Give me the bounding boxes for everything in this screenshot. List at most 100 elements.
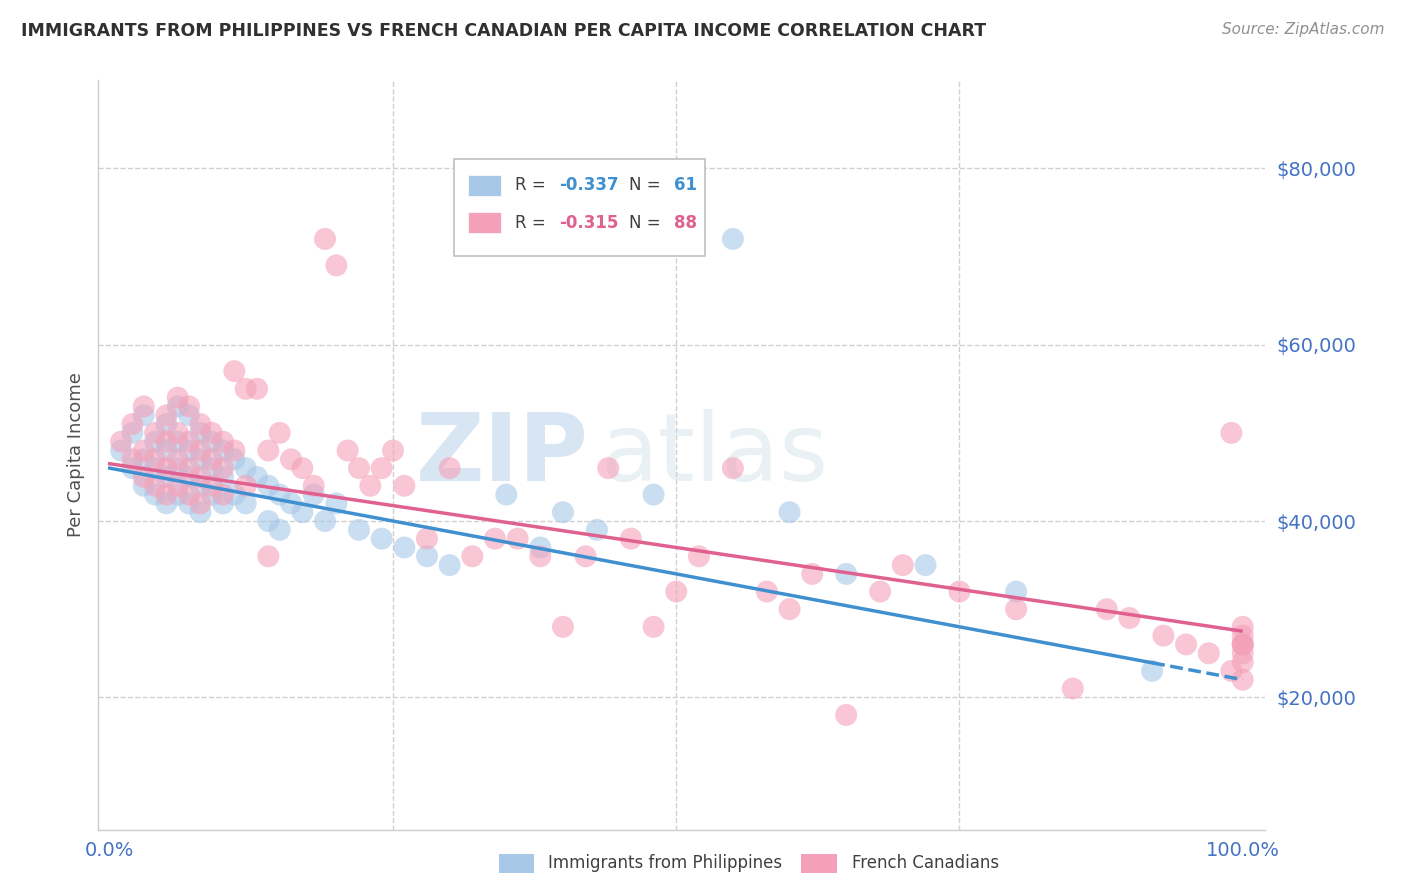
Point	[155, 434, 177, 449]
Bar	[468, 175, 501, 195]
Text: 61: 61	[673, 177, 697, 194]
Point	[325, 259, 347, 273]
Point	[1005, 584, 1028, 599]
Point	[155, 409, 177, 423]
Point	[257, 443, 280, 458]
Point	[121, 417, 143, 431]
Point	[143, 434, 166, 449]
Point	[257, 479, 280, 493]
Point	[143, 487, 166, 501]
Text: N =: N =	[630, 177, 666, 194]
Point	[190, 452, 212, 467]
Point	[132, 479, 155, 493]
Point	[688, 549, 710, 564]
Text: -0.337: -0.337	[560, 177, 619, 194]
Point	[224, 452, 246, 467]
Point	[201, 461, 224, 475]
Point	[835, 566, 858, 581]
Point	[166, 461, 188, 475]
Point	[314, 232, 336, 246]
Point	[1062, 681, 1084, 696]
Point	[314, 514, 336, 528]
Point	[359, 479, 381, 493]
Point	[121, 461, 143, 475]
Point	[166, 425, 188, 440]
Point	[235, 479, 257, 493]
Text: ZIP: ZIP	[416, 409, 589, 501]
Point	[1232, 629, 1254, 643]
Point	[201, 434, 224, 449]
Point	[212, 443, 235, 458]
Point	[1232, 620, 1254, 634]
Point	[1220, 664, 1243, 678]
Point	[166, 452, 188, 467]
Point	[177, 470, 200, 484]
Point	[177, 409, 200, 423]
Point	[551, 505, 574, 519]
Point	[1232, 637, 1254, 651]
Point	[394, 541, 416, 555]
Point	[177, 496, 200, 510]
Point	[155, 443, 177, 458]
Point	[1232, 655, 1254, 669]
Point	[506, 532, 529, 546]
Point	[121, 425, 143, 440]
Point	[347, 461, 370, 475]
Point	[155, 487, 177, 501]
Point	[382, 443, 405, 458]
Point	[575, 549, 598, 564]
Point	[190, 505, 212, 519]
Point	[529, 549, 551, 564]
Point	[948, 584, 970, 599]
Point	[1118, 611, 1140, 625]
Point	[155, 461, 177, 475]
Point	[177, 461, 200, 475]
Text: Source: ZipAtlas.com: Source: ZipAtlas.com	[1222, 22, 1385, 37]
Point	[891, 558, 914, 573]
Point	[1005, 602, 1028, 616]
Point	[1175, 637, 1198, 651]
Point	[269, 487, 291, 501]
Point	[779, 505, 801, 519]
Point	[110, 434, 132, 449]
Point	[1232, 637, 1254, 651]
Point	[269, 523, 291, 537]
Point	[370, 532, 392, 546]
Point	[779, 602, 801, 616]
Point	[201, 425, 224, 440]
Point	[212, 434, 235, 449]
Point	[1152, 629, 1174, 643]
Point	[224, 364, 246, 378]
Point	[755, 584, 778, 599]
Text: R =: R =	[515, 177, 551, 194]
Point	[212, 487, 235, 501]
Point	[643, 487, 665, 501]
Point	[132, 443, 155, 458]
Point	[551, 620, 574, 634]
Point	[280, 496, 302, 510]
Point	[643, 620, 665, 634]
Point	[110, 443, 132, 458]
Point	[166, 400, 188, 414]
Point	[132, 452, 155, 467]
Point	[177, 443, 200, 458]
Point	[212, 461, 235, 475]
Point	[914, 558, 936, 573]
Point	[1232, 646, 1254, 660]
Point	[586, 523, 609, 537]
Point	[416, 532, 439, 546]
Point	[190, 479, 212, 493]
Point	[132, 400, 155, 414]
Point	[190, 425, 212, 440]
Point	[347, 523, 370, 537]
Point	[190, 470, 212, 484]
Point	[529, 541, 551, 555]
Point	[235, 496, 257, 510]
Point	[190, 443, 212, 458]
Point	[1220, 425, 1243, 440]
Point	[132, 409, 155, 423]
Point	[212, 470, 235, 484]
Point	[869, 584, 891, 599]
Point	[1232, 673, 1254, 687]
Point	[461, 549, 484, 564]
